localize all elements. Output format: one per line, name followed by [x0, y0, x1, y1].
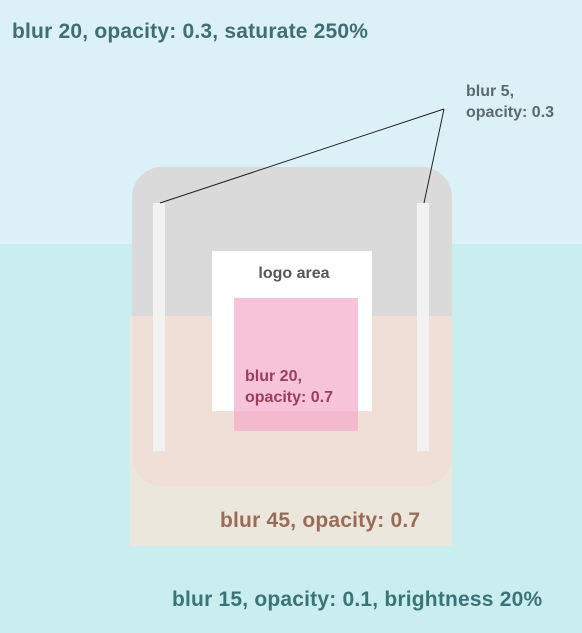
strip-callout-label: blur 5, opacity: 0.3 [466, 81, 554, 123]
left-blur-strip [153, 203, 165, 451]
logo-area-label: logo area [258, 265, 330, 282]
glass-layer-label: blur 45, opacity: 0.7 [220, 509, 421, 532]
callout-line-2: opacity: 0.3 [466, 104, 555, 121]
bottom-layer-label: blur 15, opacity: 0.1, brightness 20% [172, 588, 543, 611]
callout-line-1: blur 5, [466, 83, 515, 100]
pink-label-line-2: opacity: 0.7 [245, 389, 334, 406]
pink-label-line-1: blur 20, [245, 368, 302, 385]
right-blur-strip [417, 203, 429, 451]
background-layer-label: blur 20, opacity: 0.3, saturate 250% [12, 20, 369, 43]
pink-blur-square [234, 298, 358, 431]
pink-layer-label: blur 20, opacity: 0.7 [245, 366, 333, 408]
